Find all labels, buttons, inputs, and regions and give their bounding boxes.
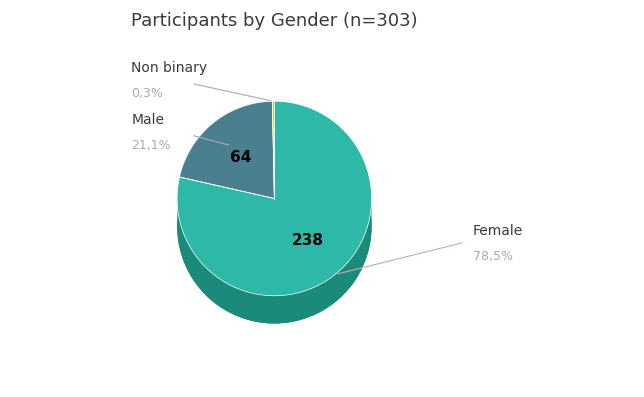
Ellipse shape <box>177 129 372 324</box>
Text: Participants by Gender (n=303): Participants by Gender (n=303) <box>131 12 418 30</box>
Polygon shape <box>177 101 372 296</box>
Polygon shape <box>272 101 274 198</box>
Text: Male: Male <box>131 113 164 127</box>
Text: Non binary: Non binary <box>131 62 207 75</box>
Text: 238: 238 <box>292 233 324 248</box>
Text: 21,1%: 21,1% <box>131 139 171 152</box>
Text: 64: 64 <box>230 150 251 164</box>
Text: 78,5%: 78,5% <box>473 250 513 263</box>
Polygon shape <box>177 202 372 324</box>
Text: 0,3%: 0,3% <box>131 87 164 100</box>
Polygon shape <box>180 101 274 198</box>
Text: Female: Female <box>473 224 523 238</box>
